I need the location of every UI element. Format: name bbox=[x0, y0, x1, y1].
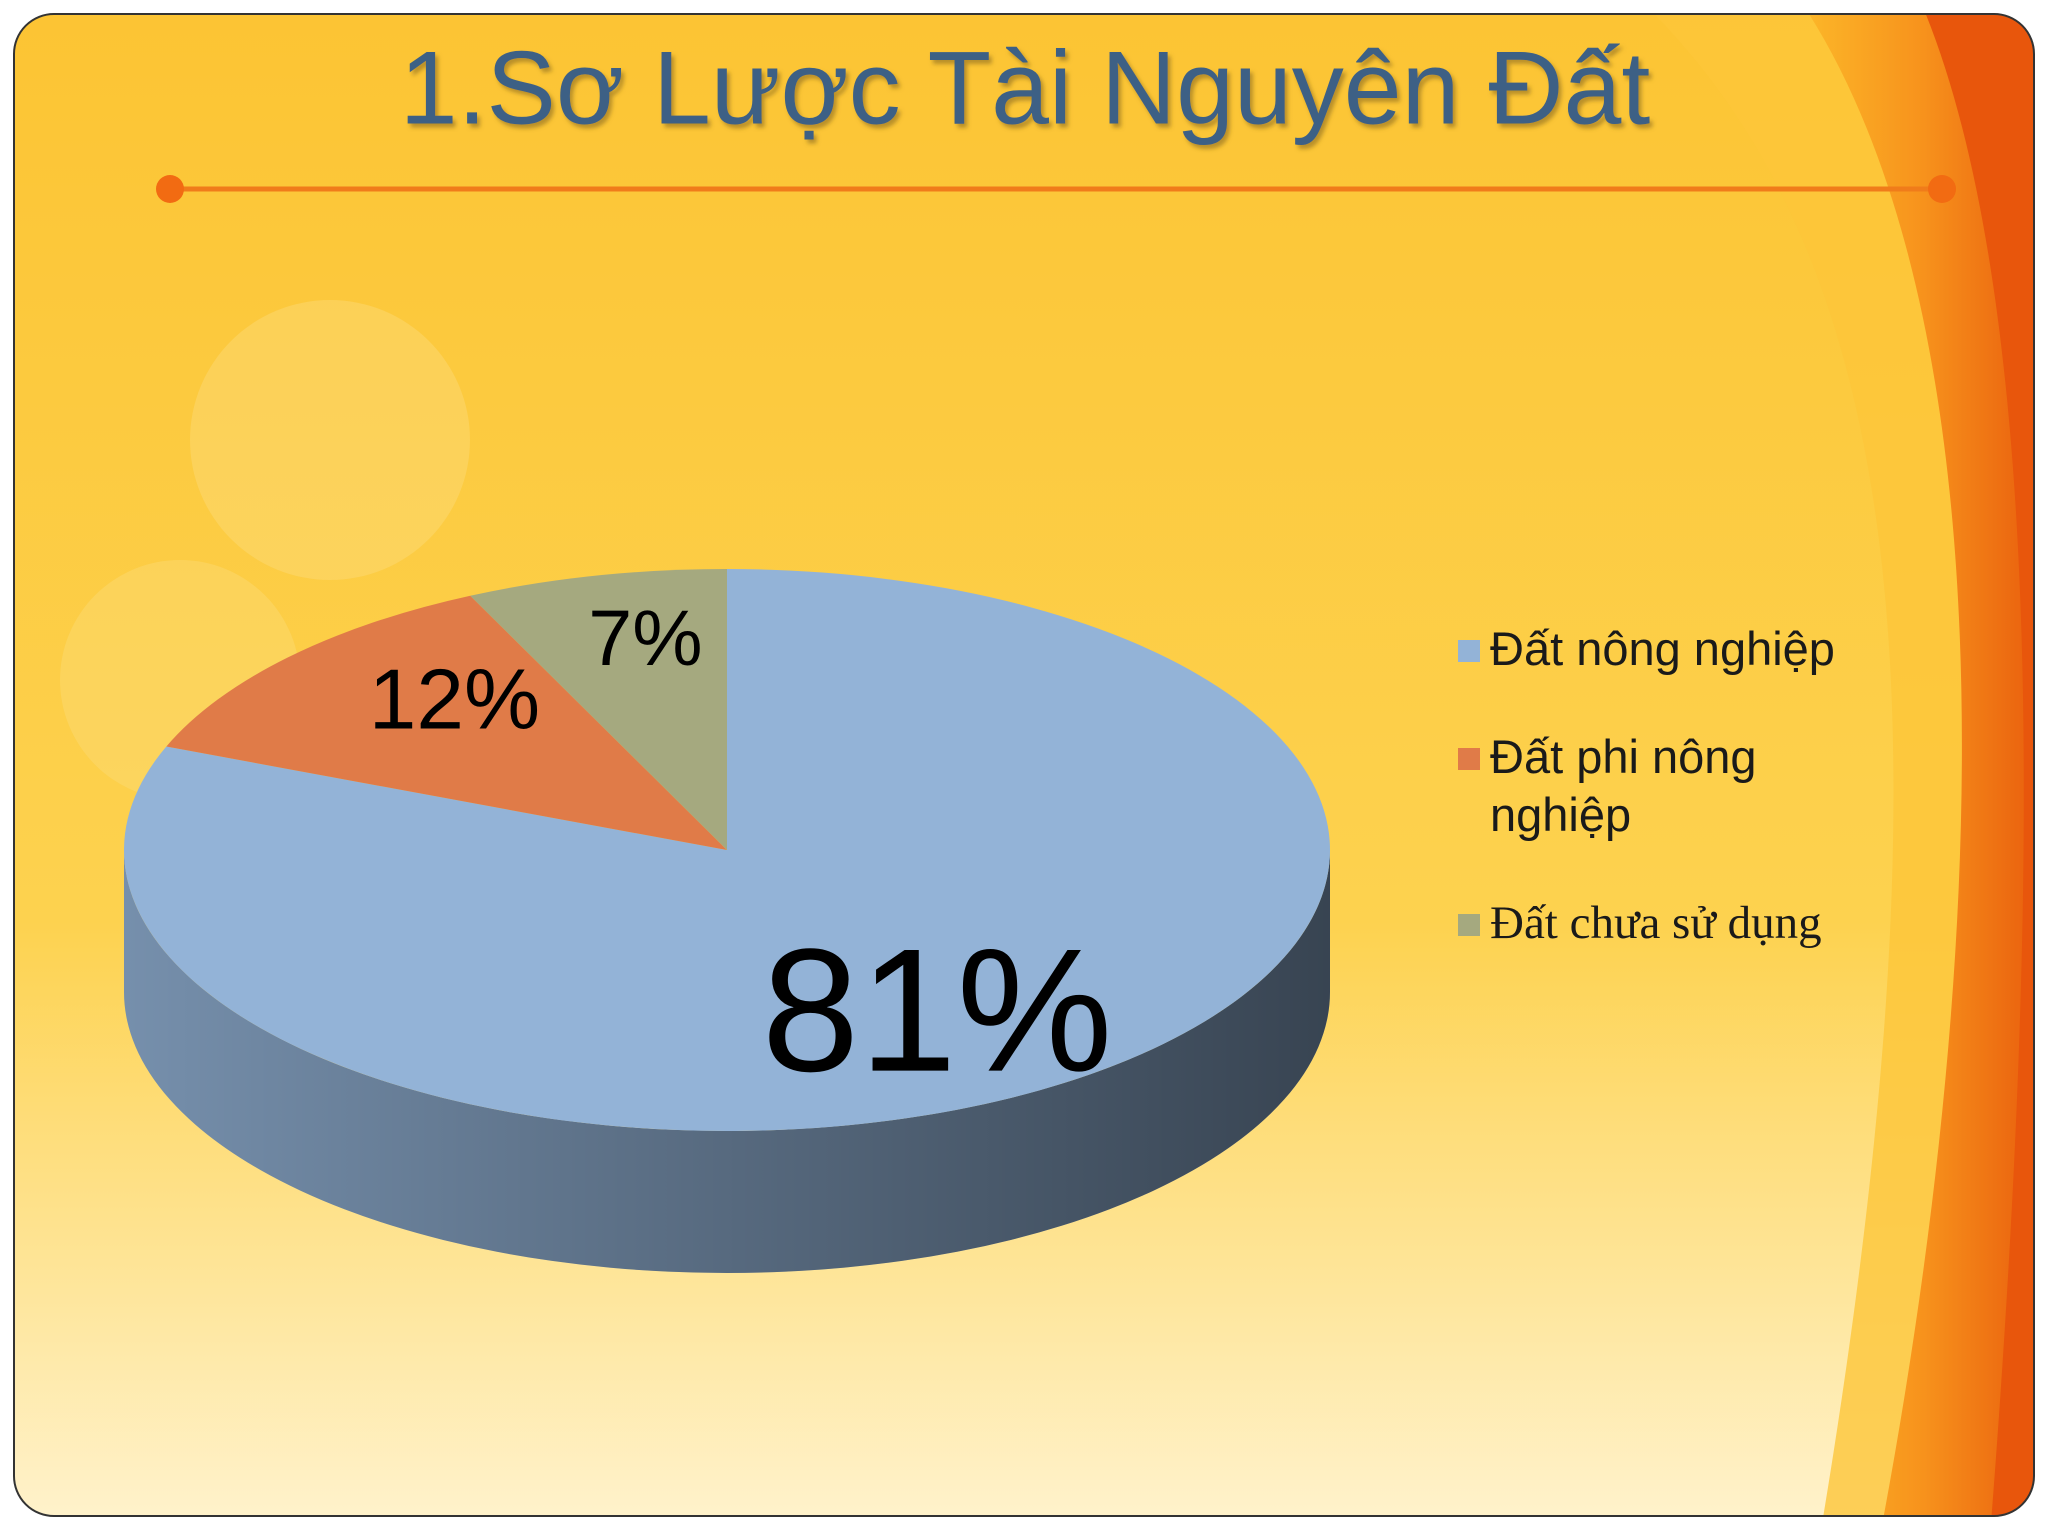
slice bbox=[166, 595, 727, 850]
legend: Đất nông nghiệp Đất phi nông nghiệp Đất ch… bbox=[1450, 620, 1930, 1002]
legend-swatch bbox=[1458, 914, 1480, 936]
data-label: 7% bbox=[588, 593, 702, 682]
legend-item: Đất chưa sử dụng bbox=[1450, 894, 1890, 952]
legend-swatch bbox=[1458, 640, 1480, 662]
legend-label: Đất phi nông nghiệp bbox=[1490, 730, 1757, 841]
slide-border bbox=[13, 13, 2035, 1517]
legend-label: Đất chưa sử dụng bbox=[1490, 897, 1822, 949]
slice-side-shade bbox=[124, 850, 1330, 1273]
legend-swatch bbox=[1458, 748, 1480, 770]
legend-label: Đất nông nghiệp bbox=[1490, 622, 1835, 675]
slice bbox=[470, 569, 727, 850]
chart-title: 1.Sơ Lược Tài Nguyên Đất bbox=[400, 30, 1651, 146]
legend-item: Đất phi nông nghiệp bbox=[1450, 728, 1890, 844]
rule-dot bbox=[156, 175, 184, 203]
data-label: 81% bbox=[762, 913, 1113, 1109]
data-label: 12% bbox=[369, 652, 540, 747]
rule-dot bbox=[1928, 175, 1956, 203]
legend-item: Đất nông nghiệp bbox=[1450, 620, 1890, 678]
